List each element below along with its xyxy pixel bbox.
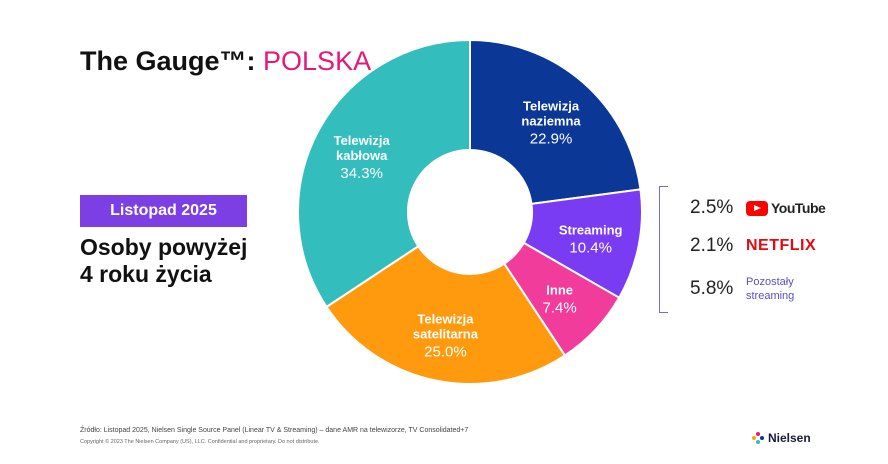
other-streaming-share: 5.8%: [690, 278, 734, 299]
netflix-share: 2.1%: [690, 235, 734, 256]
nielsen-wordmark: Nielsen: [768, 431, 811, 445]
title-country: POLSKA: [263, 46, 372, 76]
slice-terrestrial-name-line: Telewizja: [523, 98, 580, 113]
audience-line-2: 4 roku życia: [80, 261, 212, 287]
source-note: Źródło: Listopad 2025, Nielsen Single So…: [80, 427, 469, 434]
slice-terrestrial-name-line: naziemna: [521, 113, 581, 128]
audience-line-1: Osoby powyżej: [80, 234, 248, 260]
other-streaming-row: 5.8% Pozostały streaming: [690, 274, 794, 304]
audience-label: Osoby powyżej 4 roku życia: [80, 234, 247, 288]
title-text: The Gauge™:: [80, 46, 256, 76]
slice-terrestrial-value: 22.9%: [530, 130, 573, 147]
nielsen-logo: Nielsen: [752, 431, 811, 445]
other-streaming-label-1: Pozostały: [746, 276, 794, 288]
slice-streaming-name-line: Streaming: [559, 222, 623, 237]
copyright-note: Copyright © 2023 The Nielsen Company (US…: [80, 439, 320, 445]
slice-terrestrial-label: Telewizja naziemna 22.9%: [521, 98, 581, 147]
slice-satellite-name-line: Telewizja: [417, 312, 474, 327]
slice-other-name-line: Inne: [546, 283, 573, 298]
youtube-wordmark: YouTube: [771, 200, 826, 216]
youtube-play-icon: [746, 200, 768, 216]
slice-satellite-name-line: satelitarna: [413, 327, 479, 342]
nielsen-dots-icon: [752, 432, 764, 444]
page-title: The Gauge™: POLSKA: [80, 46, 371, 77]
slice-other-label: Inne 7.4%: [543, 283, 577, 317]
netflix-logo: NETFLIX: [746, 237, 817, 254]
slice-streaming-value: 10.4%: [569, 239, 612, 256]
slice-cable-label: Telewizja kabłowa 34.3%: [334, 133, 391, 182]
youtube-row: 2.5% YouTube: [690, 193, 826, 223]
other-streaming-label: Pozostały streaming: [746, 275, 794, 303]
streaming-bracket: [659, 186, 668, 313]
netflix-row: 2.1% NETFLIX: [690, 231, 816, 261]
slice-cable-name-line: kabłowa: [336, 148, 388, 163]
slice-cable: [297, 38, 471, 309]
slice-cable-name-line: Telewizja: [334, 133, 391, 148]
youtube-share: 2.5%: [690, 197, 734, 218]
slice-other-value: 7.4%: [543, 300, 577, 317]
youtube-logo: YouTube: [746, 200, 826, 216]
slice-terrestrial: [469, 38, 642, 205]
slice-cable-value: 34.3%: [340, 165, 383, 182]
other-streaming-label-2: streaming: [746, 290, 795, 302]
slice-satellite: [325, 244, 567, 385]
slice-streaming-label: Streaming 10.4%: [559, 222, 623, 256]
period-badge: Listopad 2025: [80, 195, 247, 227]
slice-satellite-label: Telewizja satelitarna 25.0%: [413, 312, 479, 361]
slice-satellite-value: 25.0%: [424, 344, 467, 361]
